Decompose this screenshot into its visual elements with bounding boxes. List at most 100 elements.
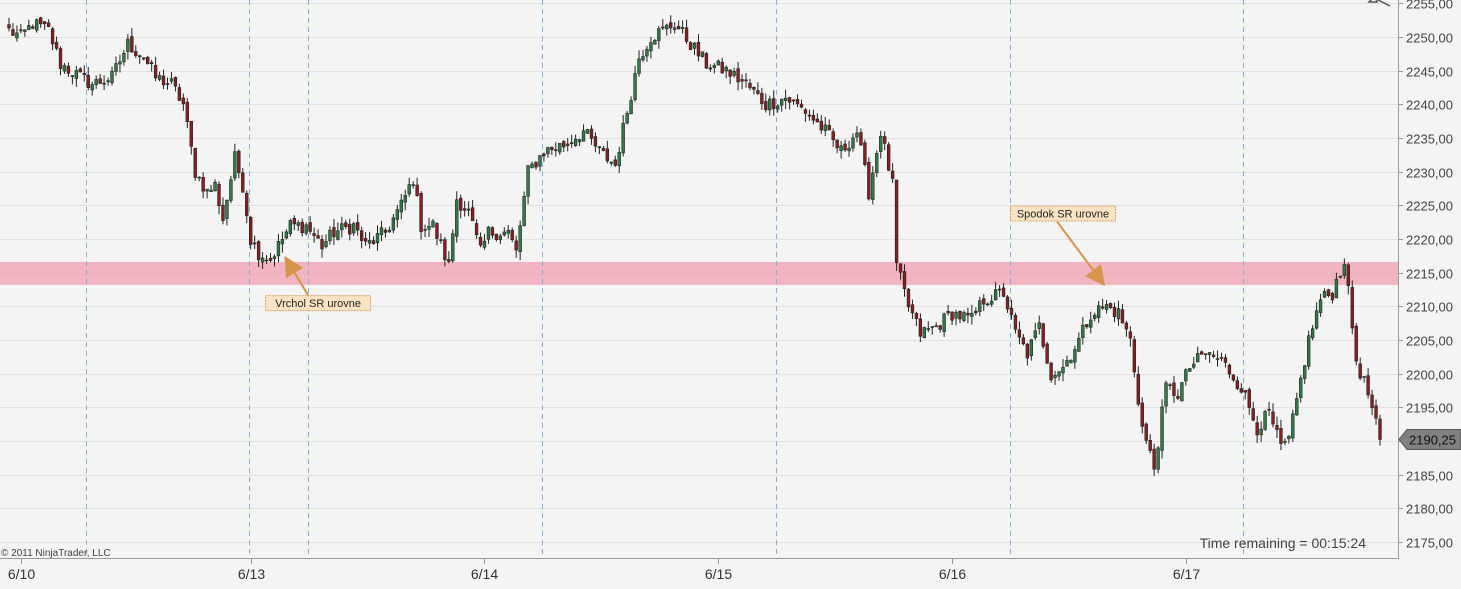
chart-menu-icon[interactable] xyxy=(1367,0,1391,7)
candle-body xyxy=(276,241,281,257)
price-tick-label: 2200,00 xyxy=(1406,368,1453,383)
candle-body xyxy=(42,21,47,25)
candle-body xyxy=(130,36,134,53)
candle-body xyxy=(1001,287,1006,297)
candle-body xyxy=(871,172,875,200)
candle-body xyxy=(918,318,923,337)
candle-body xyxy=(1081,324,1085,338)
candle-body xyxy=(1176,395,1180,399)
candle-body xyxy=(1243,390,1247,393)
candle-body xyxy=(534,161,538,168)
candle-body xyxy=(1251,408,1255,421)
candle-body xyxy=(328,229,332,241)
annotation-arrow xyxy=(284,255,309,296)
candle-body xyxy=(676,26,681,30)
candle-body xyxy=(1041,323,1045,347)
candle-body xyxy=(359,230,364,241)
candle-body xyxy=(268,257,273,261)
candle-body xyxy=(732,71,736,76)
candle-body xyxy=(474,223,479,236)
price-tick-label: 2230,00 xyxy=(1406,166,1453,181)
candle-body xyxy=(550,146,554,150)
candle-body xyxy=(78,68,83,73)
candle-body xyxy=(526,165,530,197)
candle-body xyxy=(1096,305,1101,318)
candle-body xyxy=(926,328,930,330)
candle-body xyxy=(217,183,221,206)
annotation-box[interactable] xyxy=(265,295,372,312)
candle-body xyxy=(617,152,621,167)
candle-body xyxy=(1172,382,1176,396)
candle-body xyxy=(613,159,617,166)
candle-body xyxy=(98,78,102,84)
candle-body xyxy=(1013,315,1018,330)
candle-body xyxy=(1314,310,1319,329)
candle-body xyxy=(799,103,804,108)
candle-body xyxy=(193,147,197,178)
candle-body xyxy=(712,65,716,68)
status-text: Time remaining = 00:15:24 xyxy=(1200,535,1367,551)
candle-body xyxy=(1318,299,1323,313)
candle-body xyxy=(1116,308,1121,320)
candle-body xyxy=(898,263,903,273)
candle-body xyxy=(1021,337,1026,345)
candle-body xyxy=(1271,411,1275,425)
candle-body xyxy=(978,300,982,312)
candle-body xyxy=(609,161,613,164)
candle-body xyxy=(482,240,487,248)
annotation-label: Vrchol SR urovne xyxy=(275,298,361,310)
candle-body xyxy=(435,223,439,239)
candle-body xyxy=(447,259,451,262)
candle-body xyxy=(371,240,376,244)
candle-body xyxy=(669,22,673,29)
candle-body xyxy=(348,223,352,235)
candle-body xyxy=(288,220,293,234)
candle-body xyxy=(455,199,459,237)
candle-body xyxy=(264,259,269,262)
candle-body xyxy=(324,241,328,248)
candle-body xyxy=(831,131,835,141)
candle-body xyxy=(783,97,788,101)
candle-body xyxy=(145,56,150,65)
candle-body xyxy=(50,28,55,45)
candle-body xyxy=(1128,331,1133,339)
candle-body xyxy=(922,327,927,338)
candle-body xyxy=(11,29,15,36)
candle-body xyxy=(1227,364,1232,375)
candle-body xyxy=(1223,357,1228,363)
candle-body xyxy=(886,144,891,171)
candle-body xyxy=(1219,357,1224,359)
candle-body xyxy=(1061,367,1065,374)
candle-body xyxy=(304,224,308,234)
price-tick-label: 2245,00 xyxy=(1406,65,1453,80)
candle-body xyxy=(566,143,570,147)
candle-body xyxy=(1025,343,1030,359)
candle-body xyxy=(498,235,503,241)
candle-body xyxy=(15,32,19,39)
candle-body xyxy=(383,229,388,233)
candle-body xyxy=(356,222,360,231)
candle-body xyxy=(835,139,839,149)
time-tick-label: 6/13 xyxy=(238,566,265,582)
candle-body xyxy=(173,77,178,87)
candle-body xyxy=(1100,306,1105,309)
price-tick-label: 2210,00 xyxy=(1406,300,1453,315)
candle-body xyxy=(181,97,186,105)
candle-body xyxy=(1275,425,1279,430)
candle-body xyxy=(1342,264,1347,276)
candle-body xyxy=(39,17,43,25)
time-axis[interactable]: 6/10 6/13 6/14 6/15 6/16 6/17 xyxy=(8,559,1200,582)
candle-body xyxy=(352,223,356,234)
candle-body xyxy=(110,70,114,83)
candle-body xyxy=(1207,352,1212,356)
annotation-box[interactable] xyxy=(1010,205,1117,222)
annotations: Vrchol SR urovne Spodok SR urovne xyxy=(265,205,1117,312)
price-tick-label: 2225,00 xyxy=(1406,199,1453,214)
candle-body xyxy=(185,101,189,123)
candle-body xyxy=(684,27,689,42)
candle-body xyxy=(161,75,166,86)
candle-body xyxy=(260,257,265,263)
candle-body xyxy=(1322,291,1327,298)
